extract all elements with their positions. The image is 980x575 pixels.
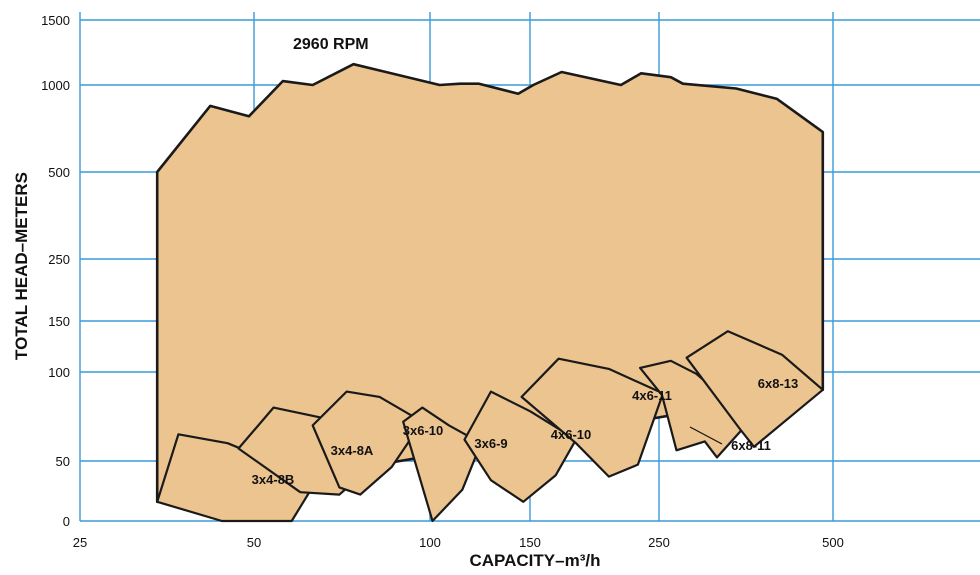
- pump-curve-6x8-11: [639, 359, 752, 459]
- x-tick-label: 100: [419, 535, 441, 550]
- rpm-label: 2960 RPM: [293, 36, 369, 53]
- y-tick-label: 500: [48, 165, 70, 180]
- x-tick-label: 25: [73, 535, 87, 550]
- pump-curve-3x6-10: [311, 390, 424, 496]
- pump-curve-4x6-10: [463, 390, 578, 503]
- pump-labels-layer: 3x4-8B 3x4-8A 3x6-10 3x6-9 4x6-10 4x6-11 6x8-1…: [252, 376, 799, 487]
- y-tick-label: 250: [48, 252, 70, 267]
- tick-labels: 0 50 100 150 250 500 1000 1500 25 50 100 150 250 500: [41, 13, 844, 550]
- pump-curve-6x8-13: [685, 330, 824, 448]
- y-tick-label: 150: [48, 314, 70, 329]
- y-tick-label: 100: [48, 365, 70, 380]
- y-tick-label: 50: [56, 454, 70, 469]
- pump-label-3x4-8A: 3x4-8A: [331, 443, 374, 458]
- pump-curve-4x6-11: [520, 357, 665, 478]
- y-tick-label: 1500: [41, 13, 70, 28]
- x-tick-label: 500: [822, 535, 844, 550]
- pump-label-4x6-10: 4x6-10: [551, 427, 591, 442]
- x-axis-title: CAPACITY–m³/h: [470, 551, 601, 570]
- x-tick-label: 150: [519, 535, 541, 550]
- y-axis-title: TOTAL HEAD–METERS: [12, 172, 31, 360]
- pump-curve-3x4-8B: [156, 433, 310, 523]
- leader-line-6x8-11: [689, 426, 723, 445]
- pump-label-3x6-9: 3x6-9: [474, 436, 507, 451]
- y-tick-label: 0: [63, 514, 70, 529]
- y-tick-label: 1000: [41, 78, 70, 93]
- x-tick-label: 250: [648, 535, 670, 550]
- pump-label-4x6-11: 4x6-11: [632, 388, 672, 403]
- pump-label-6x8-13: 6x8-13: [758, 376, 798, 391]
- pump-label-3x4-8B: 3x4-8B: [252, 472, 295, 487]
- pump-label-3x6-10: 3x6-10: [403, 423, 443, 438]
- pump-curves-layer: [156, 330, 824, 523]
- pump-label-6x8-11: 6x8-11: [731, 438, 771, 453]
- x-tick-label: 50: [247, 535, 261, 550]
